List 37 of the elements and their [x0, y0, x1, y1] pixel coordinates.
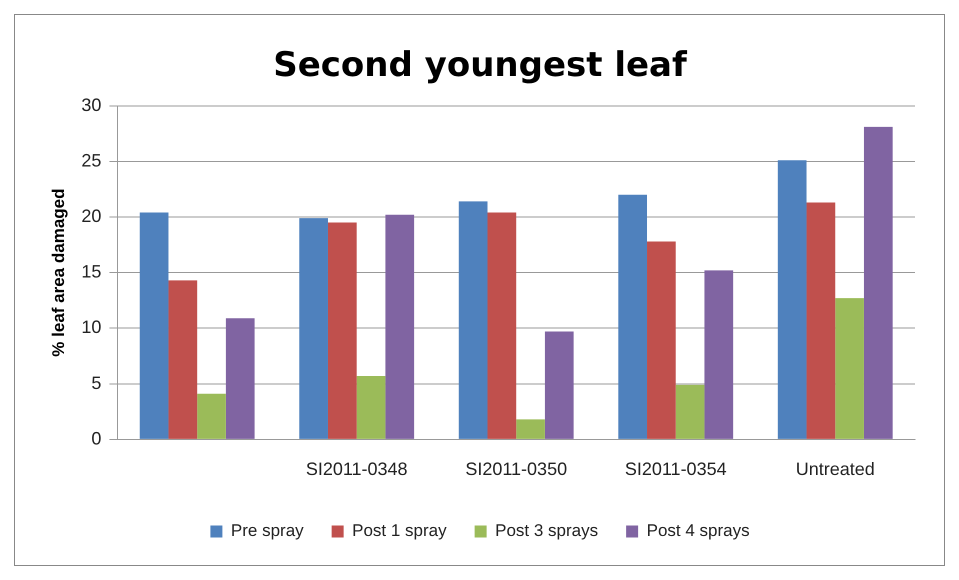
- x-tick-label: SI2011-0354: [624, 459, 727, 480]
- bar: [299, 218, 328, 439]
- y-tick-label: 20: [81, 206, 102, 226]
- y-tick-label: 25: [81, 150, 102, 170]
- y-tick-label: 10: [81, 317, 102, 338]
- legend-label: Post 1 spray: [352, 521, 448, 540]
- y-tick-label: 30: [81, 94, 102, 115]
- bar: [168, 280, 198, 439]
- bar: [544, 332, 574, 439]
- legend-label: Post 3 sprays: [495, 521, 598, 540]
- bar: [140, 212, 168, 439]
- y-axis-title: % leaf area damaged: [48, 188, 68, 357]
- bar: [704, 270, 734, 439]
- y-tick-label: 0: [91, 428, 102, 448]
- bar: [864, 126, 893, 439]
- bar: [676, 384, 704, 439]
- bar: [647, 241, 676, 439]
- bar: [516, 419, 545, 439]
- bar: [488, 212, 516, 439]
- bar: [806, 202, 836, 439]
- chart-title: Second youngest leaf: [273, 45, 688, 86]
- bar: [458, 201, 488, 439]
- bar: [385, 214, 414, 439]
- y-tick-label: 15: [81, 262, 102, 282]
- bar: [356, 376, 386, 439]
- legend-label: Post 4 sprays: [646, 521, 750, 540]
- x-tick-label: SI2011-0348: [306, 459, 408, 480]
- bar: [778, 160, 807, 439]
- bar: [618, 194, 648, 439]
- bar: [328, 222, 357, 439]
- bar: [197, 394, 226, 439]
- y-tick-label: 5: [91, 372, 102, 393]
- bar: [835, 298, 864, 439]
- x-tick-label: Untreated: [796, 459, 875, 480]
- x-tick-label: SI2011-0350: [465, 459, 568, 480]
- legend-label: Pre spray: [230, 521, 304, 540]
- bar: [226, 318, 255, 439]
